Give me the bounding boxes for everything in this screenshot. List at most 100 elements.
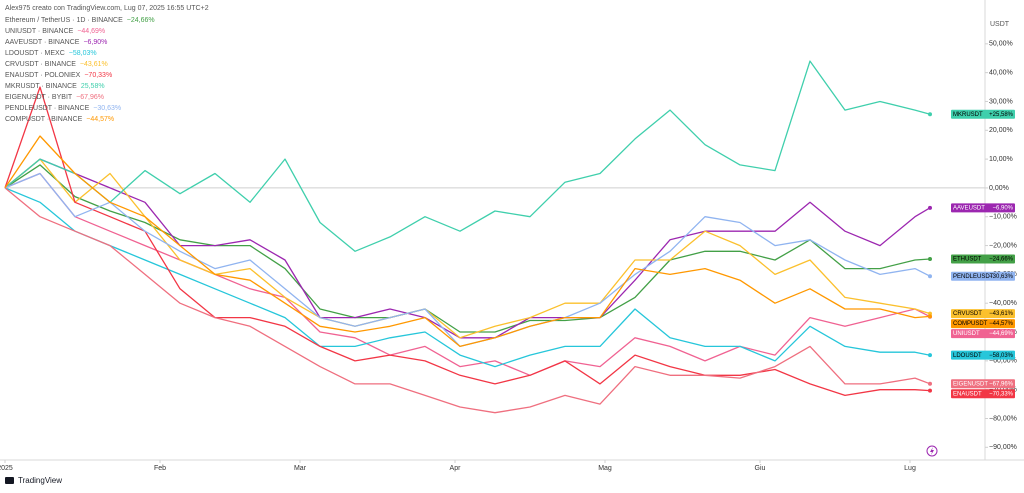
last-point [928, 274, 932, 279]
brand: TradingView [18, 476, 62, 485]
tag-box [951, 329, 1015, 339]
tag-name: CRVUSDT [953, 311, 982, 317]
legend-label: ENAUSDT · POLONIEX [5, 72, 81, 79]
series-line [4, 187, 931, 368]
price-tag: EIGENUSDT −67,96% [928, 379, 1015, 389]
price-tag: PENDLEUSDT−30,63% [928, 271, 1015, 281]
legend-label: PENDLEUSDT · BINANCE [5, 105, 90, 112]
last-point [928, 381, 932, 386]
tag-value: −70,33% [989, 391, 1014, 397]
last-point [928, 257, 932, 262]
last-point [928, 311, 932, 316]
tag-value: −44,57% [989, 321, 1014, 327]
x-tick-label: Feb [154, 465, 166, 472]
last-point [928, 112, 932, 117]
y-tick-label: 50,00% [989, 41, 1013, 48]
series-line [4, 172, 931, 376]
x-tick-label: 2025 [0, 465, 13, 472]
legend-entry: AAVEUSDT · BINANCE −6,90% [5, 39, 107, 46]
legend-entry: Ethereum / TetherUS · 1D · BINANCE −24,66… [5, 17, 155, 24]
tag-box [951, 350, 1015, 360]
tag-box [951, 271, 1015, 281]
y-tick-label: −90,00% [989, 444, 1017, 451]
legend-value: −67,96% [76, 94, 104, 101]
legend-entry: MKRUSDT · BINANCE 25,58% [5, 83, 105, 90]
legend-value: −44,69% [77, 28, 105, 35]
alert-icon [926, 445, 938, 457]
tag-box [951, 309, 1015, 319]
legend-entry: LDOUSDT · MEXC −58,03% [5, 50, 97, 57]
tag-value: −58,03% [989, 353, 1014, 359]
legend-entry: ENAUSDT · POLONIEX −70,33% [5, 72, 112, 79]
y-tick-label: −40,00% [989, 300, 1017, 307]
tag-name: MKRUSDT [953, 112, 983, 118]
legend-label: EIGENUSDT · BYBIT [5, 94, 73, 101]
tag-name: EIGENUSDT [953, 381, 988, 387]
y-tick-label: 20,00% [989, 127, 1013, 134]
legend-value: −6,90% [83, 39, 107, 46]
legend-value: −30,63% [93, 105, 121, 112]
tag-box [951, 254, 1015, 264]
price-tag: MKRUSDT +25,58% [928, 109, 1015, 119]
legend-label: MKRUSDT · BINANCE [5, 83, 77, 90]
tag-name: PENDLEUSDT [953, 274, 994, 280]
legend-entry: PENDLEUSDT · BINANCE −30,63% [5, 105, 121, 112]
y-tick-label: 0,00% [989, 185, 1009, 192]
brand-logo: TradingView [5, 476, 62, 485]
x-tick-label: Apr [450, 465, 462, 472]
x-tick-label: Mag [598, 465, 612, 472]
tag-value: −44,69% [989, 331, 1014, 337]
last-point [928, 353, 932, 358]
alert-bolt [930, 447, 934, 455]
y-tick-label: 10,00% [989, 156, 1013, 163]
tag-value: −43,61% [989, 311, 1014, 317]
y-tick-label: −80,00% [989, 415, 1017, 422]
price-tag: AAVEUSDT −6,90% [928, 203, 1015, 213]
tag-box [951, 319, 1015, 329]
y-tick-label: −10,00% [989, 214, 1017, 221]
last-point [928, 205, 932, 210]
currency: USDT [990, 21, 1010, 28]
legend-label: COMPUSDT · BINANCE [5, 116, 83, 123]
x-tick-label: Lug [904, 465, 916, 472]
legend-value: −70,33% [84, 72, 112, 79]
tag-value: +25,58% [989, 112, 1014, 118]
y-tick-label: 30,00% [989, 98, 1013, 105]
legend-value: −58,03% [69, 50, 97, 57]
legend-value: 25,58% [81, 83, 105, 90]
tag-box [951, 109, 1015, 119]
legend-label: UNIUSDT · BINANCE [5, 28, 74, 35]
header: Alex975 creato con TradingView.com, Lug … [5, 5, 209, 12]
tag-box [951, 203, 1015, 213]
tag-value: −67,96% [989, 381, 1014, 387]
y-tick-label: −60,00% [989, 358, 1017, 365]
series-line [4, 86, 931, 397]
legend-value: −24,66% [127, 17, 155, 24]
y-tick-label: 40,00% [989, 69, 1013, 76]
tag-name: COMPUSDT [953, 321, 988, 327]
legend-value: −43,61% [80, 61, 108, 68]
series-line [4, 60, 931, 252]
price-tag: ENAUSDT −70,33% [928, 388, 1015, 399]
price-tag: ETHUSDT −24,66% [928, 254, 1015, 264]
legend-label: CRVUSDT · BINANCE [5, 61, 76, 68]
legend-label: LDOUSDT · MEXC [5, 50, 65, 57]
series-line [4, 158, 931, 339]
alert-circle [926, 445, 938, 457]
tag-value: −24,66% [989, 257, 1014, 263]
legend-label: AAVEUSDT · BINANCE [5, 39, 80, 46]
tag-name: LDOUSDT [953, 353, 982, 359]
legend-entry: COMPUSDT · BINANCE −44,57% [5, 116, 114, 123]
series-line [4, 187, 931, 414]
legend-entry: EIGENUSDT · BYBIT −67,96% [5, 94, 104, 101]
tag-name: ENAUSDT [953, 391, 982, 397]
x-tick-label: Mar [294, 465, 307, 472]
tag-name: ETHUSDT [953, 257, 982, 263]
tag-name: AAVEUSDT [953, 205, 985, 211]
price-tag: COMPUSDT −44,57% [928, 314, 1015, 329]
y-tick-label: −20,00% [989, 242, 1017, 249]
legend-entry: UNIUSDT · BINANCE −44,69% [5, 28, 105, 35]
last-point [928, 314, 932, 319]
